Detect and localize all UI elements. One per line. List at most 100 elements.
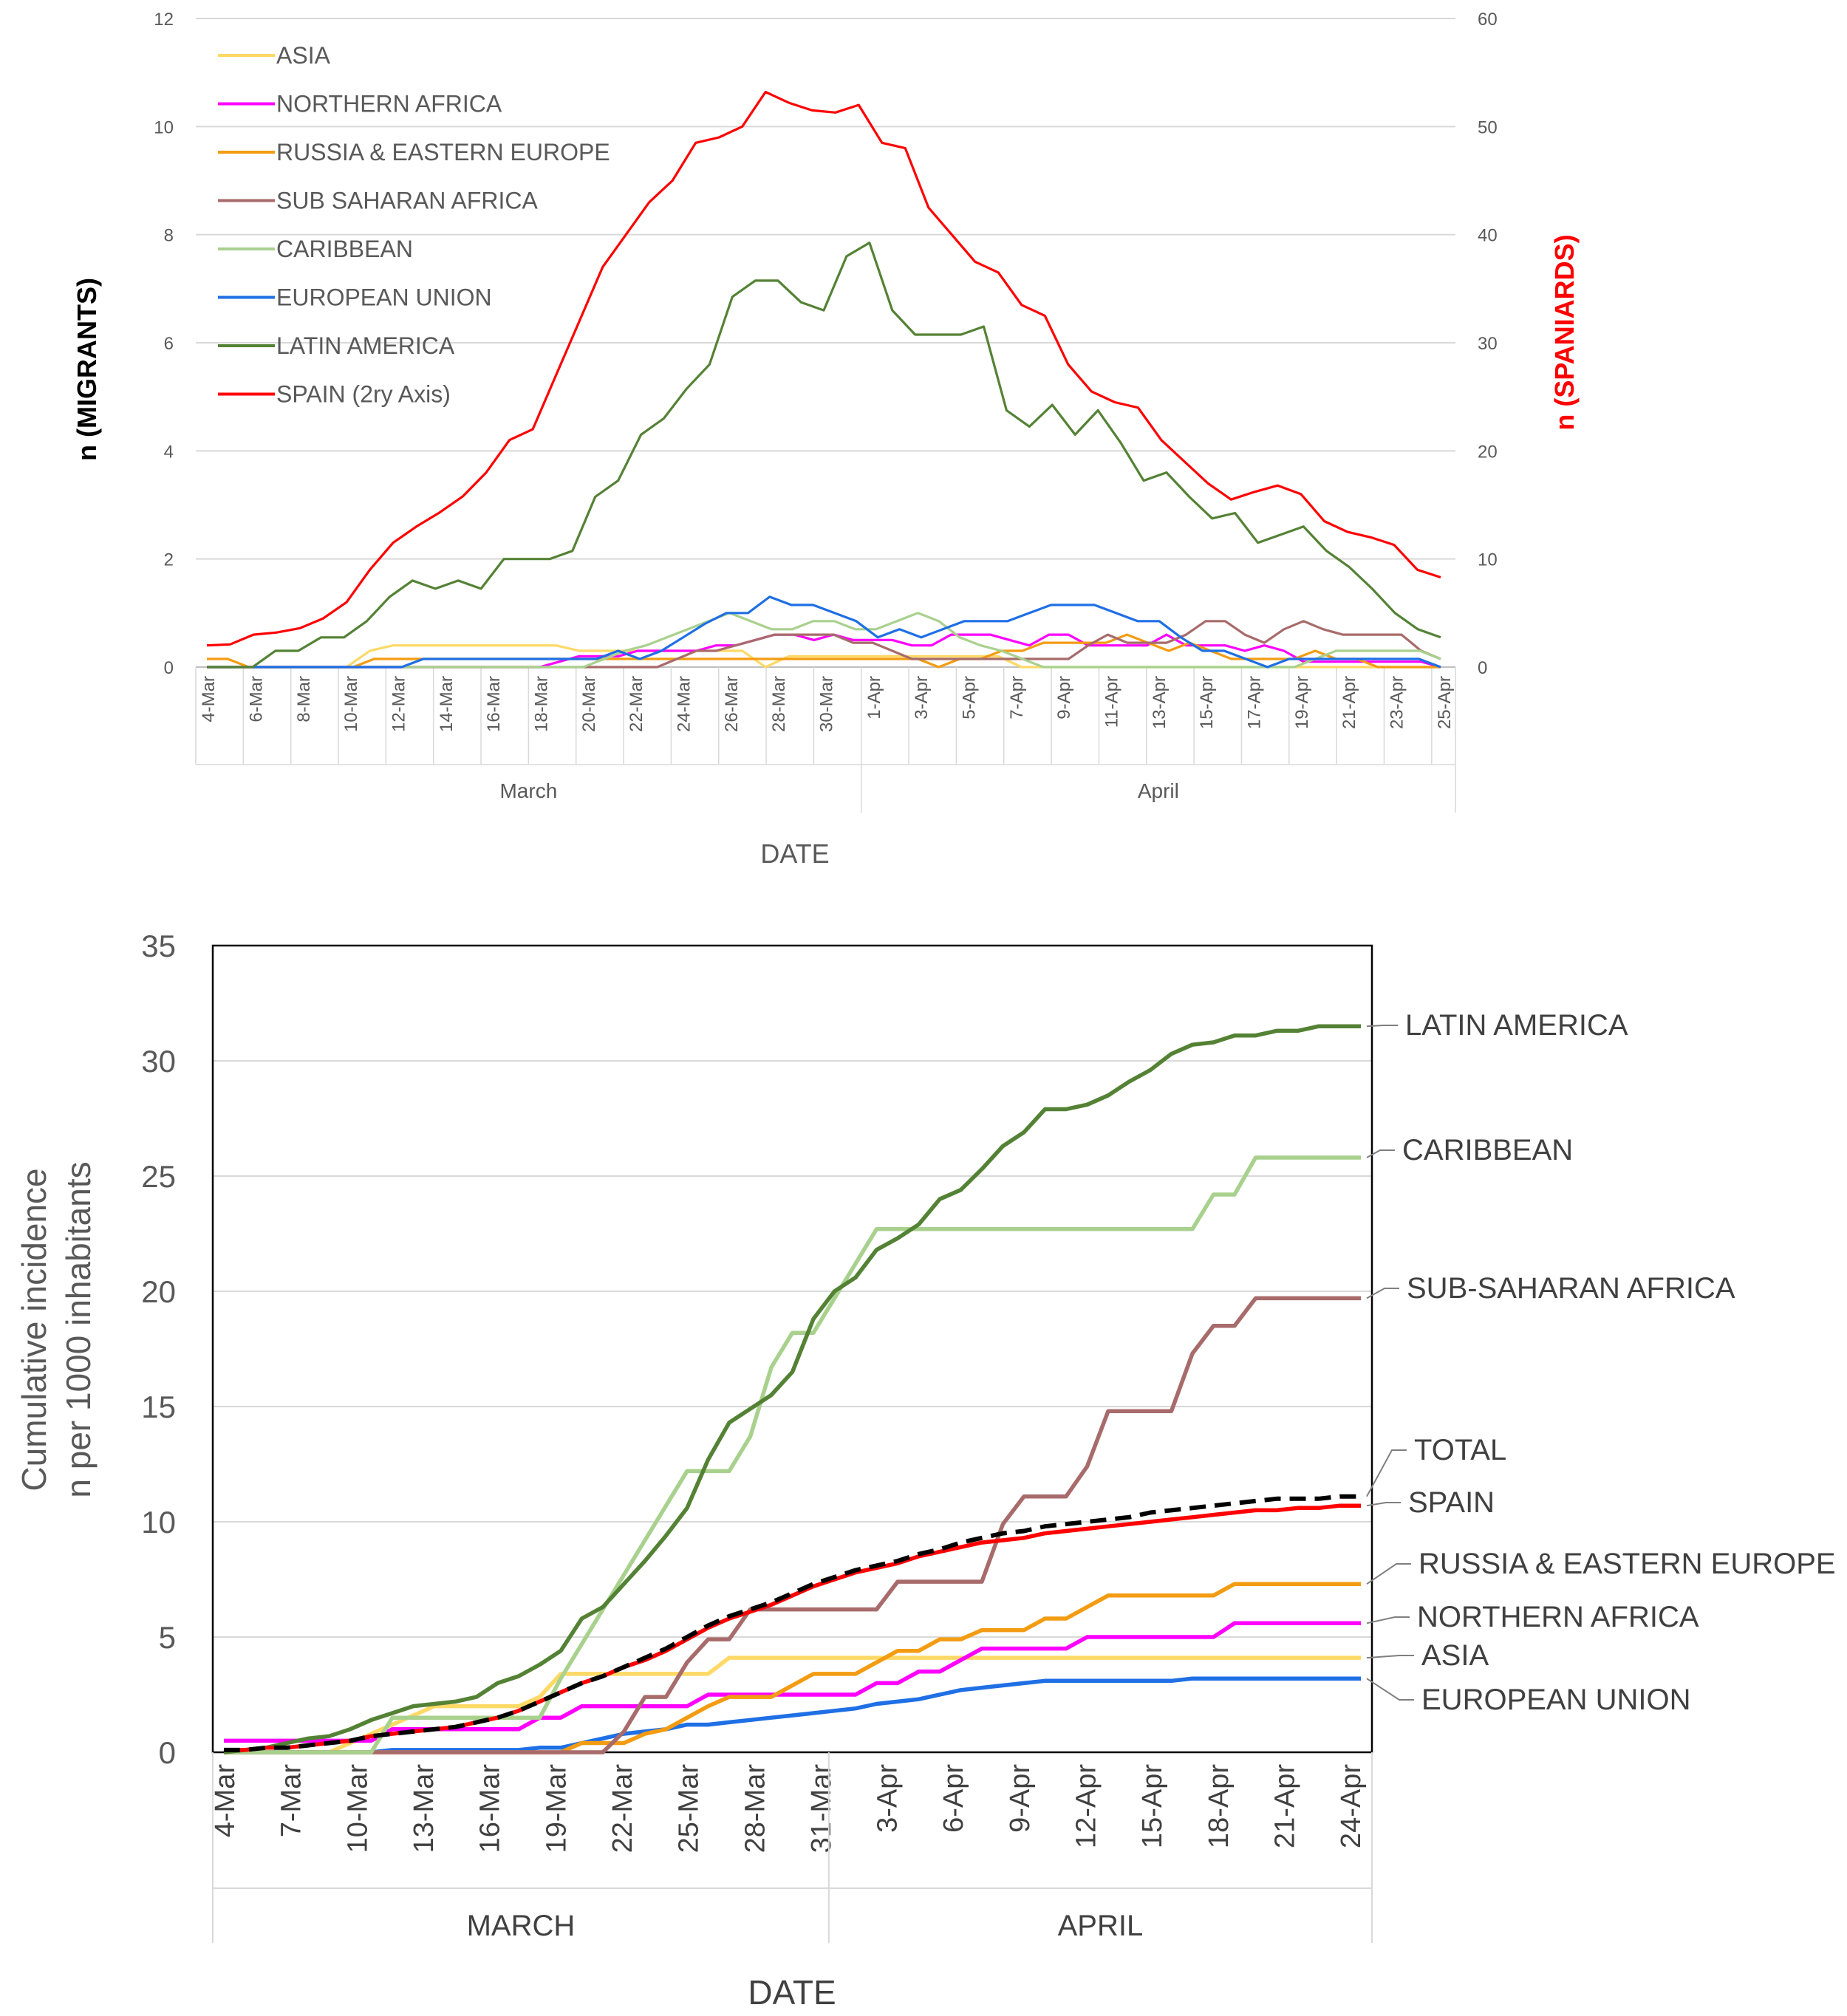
x-tick-label: 10-Mar <box>341 676 361 732</box>
series-line-european-union <box>207 595 1441 669</box>
legend-label-asia: ASIA <box>276 42 331 69</box>
line-label-sub-saharan-africa: SUB-SAHARAN AFRICA <box>1407 1272 1735 1305</box>
leader-line-asia <box>1366 1655 1414 1659</box>
x-tick-label: 20-Mar <box>579 676 599 732</box>
x-tick-label: 21-Apr <box>1339 676 1359 729</box>
line-label-latin-america: LATIN AMERICA <box>1405 1009 1628 1042</box>
x-axis: 4-Mar 7-Mar 10-Mar 13-Mar 16-Mar 19-Mar 22-Mar… <box>210 1752 1373 1943</box>
line-label-european-union: EUROPEAN UNION <box>1421 1684 1691 1716</box>
y-axis-ticks: 0 2 4 6 8 10 12 <box>154 10 174 678</box>
month-label-april: April <box>1138 779 1179 802</box>
series-line-spain-2ry-axis <box>206 90 1441 647</box>
x-tick-label: 24-Apr <box>1336 1764 1367 1848</box>
series-line-caribbean <box>207 612 1441 669</box>
x-tick-label: 19-Apr <box>1292 676 1312 729</box>
series-line-russia-eastern-europe <box>207 633 1441 669</box>
x-tick-label: 25-Apr <box>1435 676 1455 729</box>
x-tick-label: 4-Mar <box>210 1764 241 1838</box>
x-tick-label: 19-Mar <box>541 1764 572 1853</box>
line-label-total: TOTAL <box>1414 1434 1506 1466</box>
y-axis-label-line1: Cumulative incidence <box>15 1168 53 1491</box>
x-tick-label: 26-Mar <box>722 676 742 732</box>
series-line-total <box>224 1494 1361 1752</box>
series-line-latin-america <box>223 1024 1361 1754</box>
series-lines <box>206 90 1441 669</box>
y-tick-label: 2 <box>164 550 174 570</box>
y2-tick-label: 60 <box>1478 10 1498 30</box>
x-tick-label: 9-Apr <box>1005 1764 1036 1833</box>
leader-line-sub-saharan-africa <box>1366 1288 1399 1299</box>
x-tick-label: 3-Apr <box>873 1764 904 1833</box>
y2-tick-label: 20 <box>1478 442 1498 462</box>
plot-frame <box>211 944 1373 1754</box>
x-tick-label: 21-Apr <box>1270 1764 1301 1848</box>
y2-tick-label: 10 <box>1478 550 1498 570</box>
series-line-sub-saharan-africa <box>224 1296 1361 1754</box>
x-tick-label: 28-Mar <box>769 676 789 732</box>
x-tick-label: 12-Mar <box>389 676 409 732</box>
y-tick-label: 0 <box>159 1735 176 1770</box>
legend-label-caribbean: CARIBBEAN <box>276 236 413 262</box>
series-lines <box>223 1024 1361 1754</box>
x-tick-label: 7-Apr <box>1007 676 1027 720</box>
x-axis-label: DATE <box>748 1973 836 2012</box>
legend-label-northern-africa: NORTHERN AFRICA <box>276 91 502 117</box>
chart-daily-cases: 0 2 4 6 8 10 12 0 10 20 30 40 50 60 4-Mar 6-Mar 8-Mar 1… <box>0 0 1847 879</box>
x-tick-label: 4-Mar <box>199 676 219 722</box>
y-axis-label-line2: n per 1000 inhabitants <box>59 1161 98 1497</box>
leader-line-latin-america <box>1366 1025 1398 1028</box>
y-tick-label: 12 <box>154 10 174 30</box>
x-tick-label: 13-Mar <box>409 1764 440 1853</box>
grid-lines <box>213 1060 1372 1638</box>
leader-line-spain <box>1366 1502 1401 1507</box>
y-tick-label: 20 <box>141 1274 176 1309</box>
x-tick-label: 24-Mar <box>674 676 694 732</box>
y-axis-ticks: 0 5 10 15 20 25 30 35 <box>141 929 176 1770</box>
y-tick-label: 25 <box>141 1159 176 1194</box>
line-end-labels: LATIN AMERICA CARIBBEAN SUB-SAHARAN AFRICA… <box>1366 1009 1836 1716</box>
x-axis: 4-Mar 6-Mar 8-Mar 10-Mar 12-Mar 14-Mar 16-Mar 1… <box>195 666 1456 813</box>
line-label-asia: ASIA <box>1421 1639 1489 1672</box>
y2-tick-label: 50 <box>1478 117 1498 137</box>
x-tick-label: 3-Apr <box>912 676 932 720</box>
x-tick-label: 22-Mar <box>607 1764 638 1853</box>
y-tick-label: 30 <box>141 1044 176 1079</box>
x-tick-label: 5-Apr <box>960 676 980 720</box>
x-tick-label: 16-Mar <box>475 1764 506 1853</box>
legend: ASIA NORTHERN AFRICA RUSSIA & EASTERN EURO… <box>218 42 610 408</box>
series-line-caribbean <box>224 1155 1361 1754</box>
x-tick-label: 17-Apr <box>1245 676 1265 729</box>
leader-line-caribbean <box>1366 1149 1395 1158</box>
x-tick-label: 15-Apr <box>1137 1764 1168 1848</box>
series-line-european-union <box>224 1676 1361 1754</box>
x-tick-label: 25-Mar <box>674 1764 705 1853</box>
leader-line-european-union <box>1366 1678 1414 1701</box>
x-tick-label: 10-Mar <box>342 1764 373 1853</box>
x-tick-label: 15-Apr <box>1197 676 1217 729</box>
chart-cumulative-incidence: 0 5 10 15 20 25 30 35 4-Mar 7-Mar 10-Mar 13-Mar 16-… <box>0 879 1847 2016</box>
x-tick-label: 12-Apr <box>1071 1764 1102 1848</box>
y2-axis-label: n (SPANIARDS) <box>1549 234 1580 430</box>
line-label-spain: SPAIN <box>1408 1486 1495 1519</box>
x-tick-label: 23-Apr <box>1387 676 1407 729</box>
line-label-caribbean: CARIBBEAN <box>1402 1134 1573 1166</box>
month-label-march: MARCH <box>467 1910 576 1942</box>
x-tick-label: 6-Mar <box>246 676 266 722</box>
y2-tick-label: 0 <box>1478 658 1487 678</box>
y-tick-label: 35 <box>141 929 176 963</box>
y-tick-label: 10 <box>141 1505 176 1540</box>
y-tick-label: 5 <box>159 1620 176 1655</box>
y2-tick-label: 40 <box>1478 226 1498 246</box>
y-tick-label: 0 <box>164 658 174 678</box>
legend-label-sub-saharan-africa: SUB SAHARAN AFRICA <box>276 188 539 214</box>
leader-line-russia-eastern-europe <box>1366 1563 1411 1585</box>
x-axis-label: DATE <box>760 838 829 869</box>
series-line-latin-america <box>207 242 1441 669</box>
x-tick-label: 8-Mar <box>294 676 314 722</box>
y-axis-label: n (MIGRANTS) <box>72 278 102 461</box>
legend-label-russia-eastern-europe: RUSSIA & EASTERN EUROPE <box>276 139 610 165</box>
x-tick-label: 7-Mar <box>276 1764 307 1838</box>
x-tick-label: 31-Mar <box>806 1764 837 1853</box>
leader-line-total <box>1366 1449 1407 1497</box>
